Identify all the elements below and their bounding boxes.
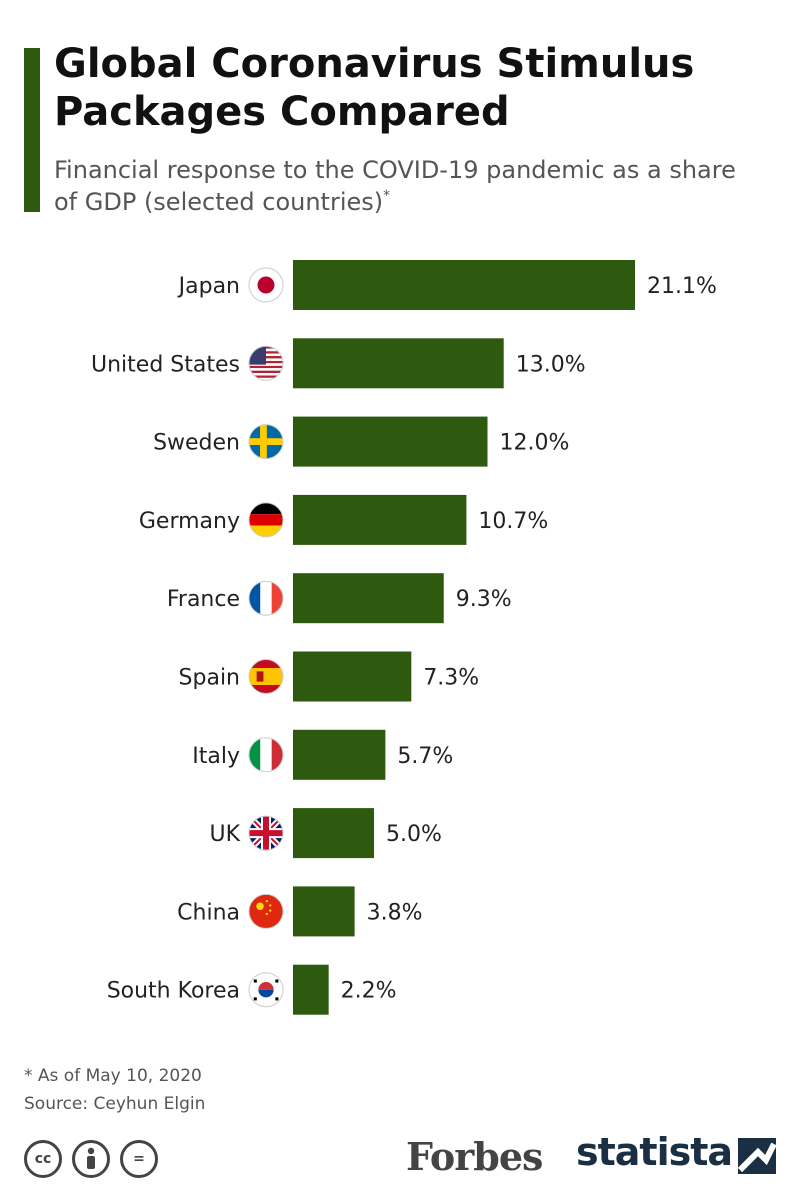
bar-row-germany: Germany 10.7%	[139, 494, 548, 545]
no-derivatives-icon[interactable]: =	[120, 1140, 158, 1178]
value-label: 2.2%	[341, 979, 397, 1004]
bar-row-united-states: United States 13.0%	[91, 338, 586, 389]
bar	[293, 260, 635, 310]
category-label: United States	[91, 352, 240, 377]
germany-flag-icon	[249, 502, 283, 537]
uk-flag-icon	[249, 816, 283, 851]
bar-row-japan: Japan 21.1%	[177, 260, 717, 310]
category-label: Germany	[139, 509, 240, 534]
bar-row-uk: UK 5.0%	[209, 808, 442, 859]
bar-row-spain: Spain 7.3%	[179, 651, 479, 702]
value-label: 5.7%	[397, 744, 453, 769]
bar-row-south-korea: South Korea 2.2%	[107, 964, 397, 1015]
value-label: 7.3%	[423, 666, 479, 691]
category-label: France	[167, 587, 240, 612]
value-label: 12.0%	[500, 431, 570, 456]
south-korea-flag-icon	[249, 972, 283, 1007]
category-label: South Korea	[107, 979, 240, 1004]
bar	[293, 964, 329, 1015]
sweden-flag-icon	[249, 424, 283, 459]
bar	[293, 338, 504, 389]
value-label: 5.0%	[386, 822, 442, 847]
bar-row-france: France 9.3%	[167, 573, 512, 624]
license-icons: cc =	[24, 1140, 158, 1178]
china-flag-icon	[249, 894, 283, 929]
spain-flag-icon	[249, 659, 283, 694]
category-label: Japan	[177, 274, 240, 299]
bar-chart: Japan 21.1% United States 13.0% Sweden 12.0% G…	[91, 260, 717, 1015]
bar	[293, 494, 467, 545]
bar-row-italy: Italy 5.7%	[192, 729, 453, 780]
bar-row-sweden: Sweden 12.0%	[153, 416, 570, 467]
subtitle-footnote-marker: *	[383, 188, 391, 204]
category-label: Spain	[179, 666, 240, 691]
category-label: Italy	[192, 744, 240, 769]
bar-row-china: China 3.8%	[177, 886, 423, 937]
value-label: 13.0%	[516, 352, 586, 377]
italy-flag-icon	[249, 737, 283, 772]
value-label: 21.1%	[647, 274, 717, 299]
subtitle-text: Financial response to the COVID-19 pande…	[54, 156, 736, 216]
bar	[293, 729, 386, 780]
source-text: Source: Ceyhun Elgin	[24, 1094, 206, 1114]
category-label: China	[177, 900, 240, 925]
bar	[293, 651, 412, 702]
forbes-logo: Forbes	[406, 1134, 543, 1179]
title-accent-bar	[24, 48, 40, 212]
category-label: Sweden	[153, 431, 240, 456]
bar	[293, 886, 355, 937]
footnote-date: * As of May 10, 2020	[24, 1066, 202, 1086]
france-flag-icon	[249, 581, 283, 616]
bar	[293, 573, 444, 624]
statista-mark-icon	[738, 1138, 776, 1174]
cc-icon[interactable]: cc	[24, 1140, 62, 1178]
footnote: * As of May 10, 2020 Source: Ceyhun Elgi…	[24, 1062, 205, 1118]
category-label: UK	[209, 822, 240, 847]
value-label: 3.8%	[367, 900, 423, 925]
bar	[293, 416, 488, 467]
attribution-icon[interactable]	[72, 1140, 110, 1178]
value-label: 9.3%	[456, 587, 512, 612]
value-label: 10.7%	[478, 509, 548, 534]
bar	[293, 808, 375, 859]
chart-subtitle: Financial response to the COVID-19 pande…	[54, 154, 754, 218]
statista-logo: statista	[576, 1130, 733, 1174]
chart-title: Global Coronavirus Stimulus Packages Com…	[54, 41, 695, 135]
japan-flag-icon	[249, 268, 283, 302]
